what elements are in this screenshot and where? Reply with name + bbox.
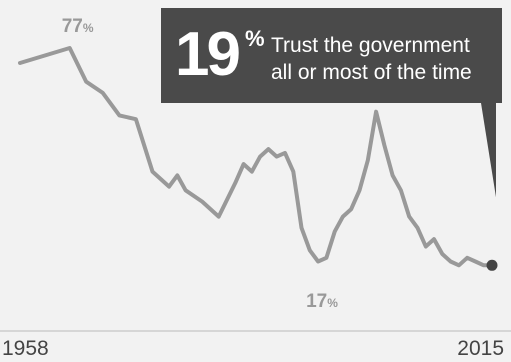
- x-axis-start-label: 1958: [2, 337, 49, 360]
- callout-box: 19 % Trust the government all or most of…: [161, 8, 502, 103]
- callout-value: 19: [175, 20, 241, 89]
- callout-label-line1: Trust the government: [271, 34, 470, 57]
- callout-percent-sign: %: [245, 26, 265, 51]
- annotation-label-77: 77%: [62, 16, 94, 37]
- endpoint-marker: [486, 259, 498, 271]
- trust-series-line: [18, 46, 494, 268]
- callout-label-line2: all or most of the time: [271, 61, 472, 84]
- annotation-label-17: 17%: [306, 291, 338, 312]
- x-axis-end-label: 2015: [457, 337, 504, 360]
- callout-pointer: [481, 103, 496, 198]
